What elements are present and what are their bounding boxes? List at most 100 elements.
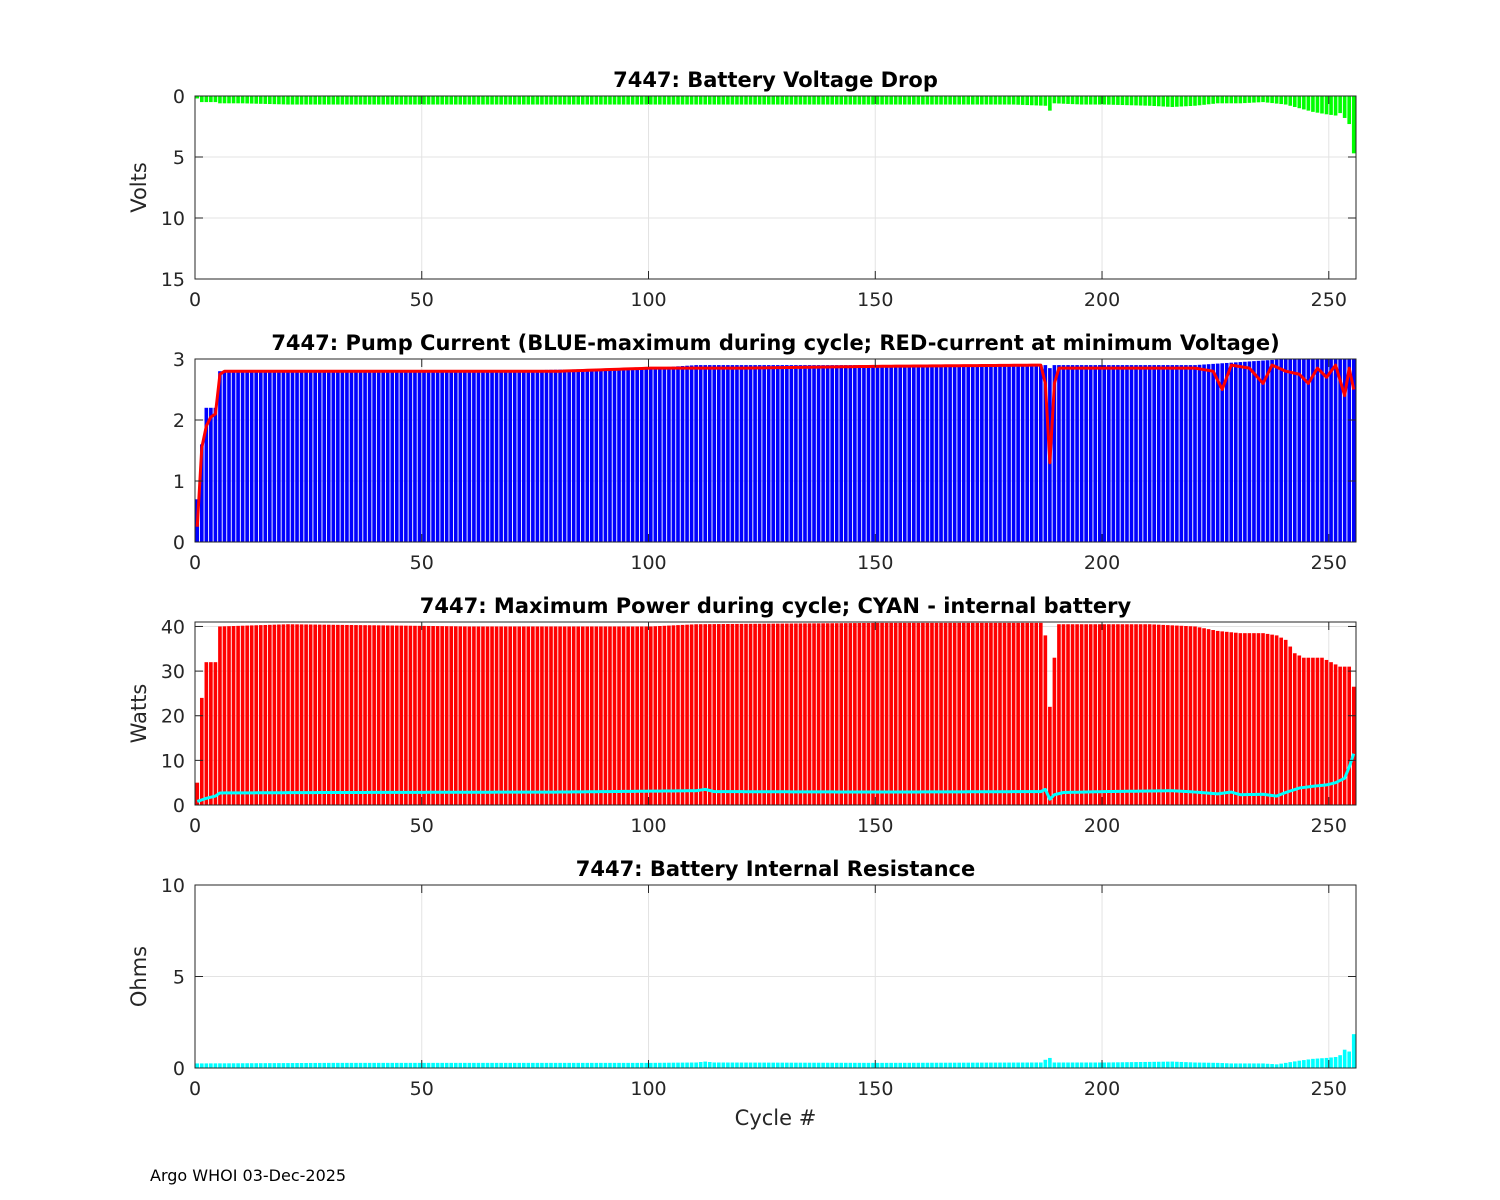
bar: [594, 96, 599, 105]
y-tick-label: 40: [161, 616, 185, 638]
bar: [1084, 96, 1088, 105]
bar: [1007, 622, 1011, 805]
bar: [245, 1063, 249, 1068]
bar: [317, 1062, 322, 1068]
bar: [1175, 365, 1179, 542]
bar: [499, 96, 503, 105]
bar: [404, 625, 408, 805]
bar: [512, 96, 517, 105]
bar: [1179, 96, 1184, 107]
bar: [199, 1063, 204, 1068]
bar: [508, 1062, 513, 1068]
bar: [576, 369, 581, 542]
bar: [993, 622, 998, 805]
bar: [1152, 1061, 1156, 1068]
bar: [435, 626, 440, 805]
bar: [680, 1062, 685, 1068]
bar: [1252, 361, 1256, 542]
bar: [363, 96, 367, 105]
bar: [381, 371, 386, 542]
bar-series: [195, 622, 1356, 805]
bar: [857, 1062, 862, 1068]
bar: [1211, 96, 1215, 104]
bar: [925, 1062, 930, 1068]
bar: [213, 662, 218, 805]
bar: [345, 1062, 349, 1068]
bar: [658, 1062, 662, 1068]
x-tick-label: 50: [410, 289, 434, 311]
axes-box: [194, 621, 1357, 806]
bar: [608, 1062, 612, 1068]
bar: [431, 371, 435, 542]
bar: [803, 365, 807, 542]
x-tick-label: 100: [630, 552, 666, 574]
bar: [385, 371, 390, 542]
bar: [721, 365, 726, 542]
bar: [975, 365, 980, 542]
bar: [748, 365, 753, 542]
bar: [812, 365, 816, 542]
bar: [1165, 96, 1170, 107]
bar: [970, 365, 975, 542]
bar: [494, 96, 499, 105]
bar: [1211, 363, 1215, 542]
bar: [295, 1063, 299, 1068]
bar: [336, 371, 340, 542]
bar: [417, 625, 422, 805]
bar: [921, 622, 925, 805]
bar: [272, 96, 277, 105]
bar: [240, 371, 245, 542]
bar: [376, 1062, 381, 1068]
bar: [975, 622, 980, 805]
bar: [721, 1062, 726, 1068]
bar: [199, 697, 204, 805]
bar: [934, 622, 939, 805]
bar: [843, 623, 848, 805]
bar: [780, 365, 785, 542]
bar: [1252, 633, 1256, 805]
bar: [1315, 657, 1320, 805]
bar: [209, 96, 213, 103]
bar: [1320, 96, 1324, 114]
bar: [540, 1062, 544, 1068]
bar: [1025, 622, 1030, 805]
bar: [1197, 364, 1202, 542]
y-tick-label: 0: [173, 532, 185, 554]
bar: [1147, 96, 1152, 106]
bar: [966, 365, 971, 542]
bar: [1070, 624, 1075, 805]
bar: [363, 625, 367, 805]
bar: [812, 96, 816, 105]
bar: [939, 1062, 943, 1068]
bar: [1138, 365, 1143, 542]
bar: [648, 96, 653, 105]
bar: [1025, 365, 1030, 542]
bar: [1170, 625, 1175, 805]
bar: [1193, 626, 1197, 805]
bar: [1052, 96, 1057, 104]
x-tick-label: 0: [189, 552, 201, 574]
bar: [884, 622, 889, 805]
bar: [526, 96, 531, 105]
bar: [993, 96, 998, 105]
bar: [444, 626, 449, 805]
bar: [662, 96, 667, 105]
bar: [472, 626, 476, 805]
bar: [1034, 1062, 1039, 1068]
bar: [499, 1062, 503, 1068]
bar: [744, 365, 748, 542]
bar: [1315, 96, 1320, 113]
bar: [1020, 365, 1025, 542]
bar: [444, 371, 449, 542]
bar: [1161, 624, 1166, 805]
bar: [830, 365, 835, 542]
bar: [553, 626, 558, 805]
bar: [490, 96, 494, 105]
bar: [667, 96, 671, 105]
bar: [617, 1062, 621, 1068]
bar: [544, 96, 549, 105]
bar: [413, 1062, 417, 1068]
bar: [535, 1062, 540, 1068]
bar: [431, 96, 435, 105]
bar: [785, 1062, 789, 1068]
